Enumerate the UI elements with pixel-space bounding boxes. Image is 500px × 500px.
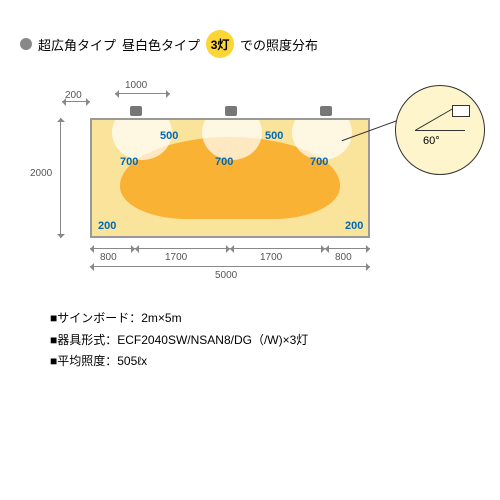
dim-line [60,118,61,238]
dim-800: 800 [335,252,352,263]
signboard [90,118,370,238]
lux-700: 700 [215,156,233,168]
angle-ray [415,108,454,131]
title-2: 昼白色タイプ [122,35,200,54]
detail-inner: 60° [405,100,475,160]
title-1: 超広角タイプ [38,35,116,54]
dim-2000: 2000 [30,168,52,179]
lux-200: 200 [345,220,363,232]
dim-800: 800 [100,252,117,263]
fixture-icon [452,105,470,117]
spec-fixture: ■器具形式：ECF2040SW/NSAN8/DG（/W)×3灯 [50,330,480,352]
spec-list: ■サインボード：2m×5m ■器具形式：ECF2040SW/NSAN8/DG（/… [50,308,480,373]
illuminance-diagram: 200 1000 2000 500 500 700 700 700 200 20… [70,98,410,278]
dim-5000: 5000 [215,270,237,281]
dim-line [325,248,370,249]
lux-500: 500 [265,130,283,142]
dim-line [90,248,135,249]
lux-500: 500 [160,130,178,142]
bullet-icon [20,38,32,50]
lux-200: 200 [98,220,116,232]
lamp-icon [130,106,142,116]
title-row: 超広角タイプ 昼白色タイプ 3灯 での照度分布 [20,30,480,58]
dim-line [230,248,325,249]
spec-avg-lux: ■平均照度：505ℓx [50,351,480,373]
spec-board: ■サインボード：2m×5m [50,308,480,330]
title-3: での照度分布 [240,35,318,54]
lamp-icon [320,106,332,116]
lux-700: 700 [310,156,328,168]
lamp-icon [225,106,237,116]
dim-1700: 1700 [165,252,187,263]
dim-line [115,93,170,94]
angle-base [415,130,465,131]
dim-200: 200 [65,90,82,101]
dim-1700: 1700 [260,252,282,263]
dim-1000: 1000 [125,80,147,91]
dim-line [135,248,230,249]
dim-line [90,266,370,267]
angle-label: 60° [423,135,440,147]
angle-detail: 60° [395,85,485,175]
dim-line [62,101,90,102]
lux-700: 700 [120,156,138,168]
lamp-count-badge: 3灯 [206,30,234,58]
